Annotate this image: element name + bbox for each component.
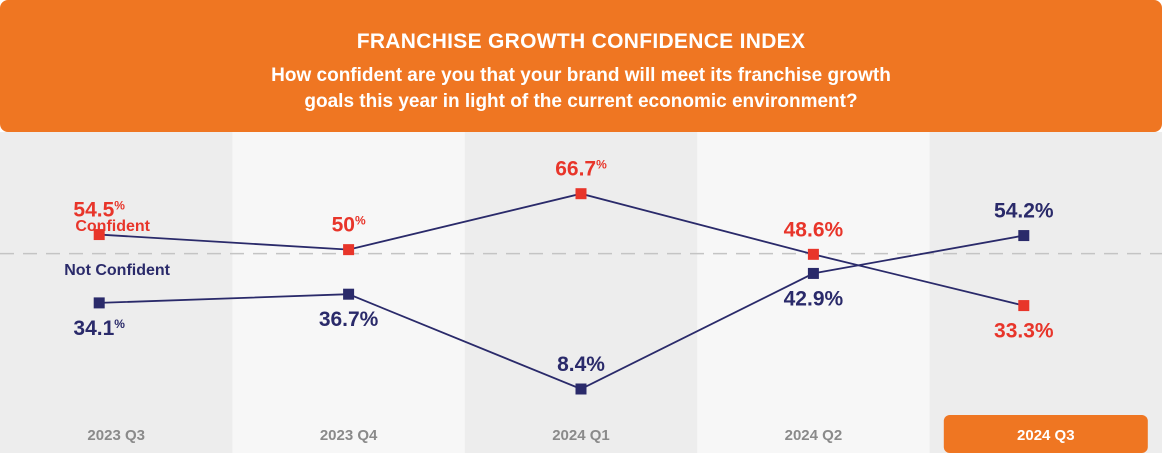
- category-label: 2024 Q2: [785, 427, 843, 444]
- chart-title: FRANCHISE GROWTH CONFIDENCE INDEX: [356, 30, 806, 53]
- data-label: 33.3%: [994, 320, 1054, 343]
- data-label: 50%: [332, 214, 366, 237]
- category-label: 2023 Q4: [320, 427, 378, 444]
- data-label: 42.9%: [784, 287, 844, 310]
- data-point: [93, 229, 105, 241]
- chart-subtitle: How confident are you that your brand wi…: [0, 63, 1162, 115]
- data-point: [1018, 300, 1030, 312]
- legend-label: Confident: [75, 218, 150, 235]
- data-point: [575, 188, 587, 200]
- data-point: [575, 383, 587, 395]
- data-label: 34.1%: [73, 317, 125, 340]
- column-band: [0, 132, 233, 453]
- line-chart: 2023 Q3 2023 Q4 2024 Q1 2024 Q2 2024 Q3 54.5%…: [0, 132, 1162, 453]
- data-point: [807, 248, 819, 260]
- data-point: [343, 288, 355, 300]
- data-label: 66.7%: [555, 158, 607, 181]
- column-band: [464, 132, 698, 453]
- data-label: 36.7%: [319, 308, 379, 331]
- data-label: 54.2%: [994, 200, 1054, 223]
- chart-subtitle-line-2: goals this year in light of the current …: [304, 91, 858, 112]
- category-label: 2024 Q1: [552, 427, 610, 444]
- data-label: 54.5%: [73, 199, 125, 222]
- chart-subtitle-line-1: How confident are you that your brand wi…: [271, 65, 891, 86]
- category-label: 2023 Q3: [87, 427, 145, 444]
- data-point: [1018, 230, 1030, 242]
- highlighted-category-pill: [943, 415, 1148, 453]
- data-point: [807, 267, 819, 279]
- data-label: 8.4%: [557, 353, 605, 376]
- legend-label: Not Confident: [64, 262, 170, 279]
- data-point: [343, 244, 355, 256]
- column-band: [929, 132, 1162, 453]
- data-point: [93, 297, 105, 309]
- column-band: [697, 132, 931, 453]
- data-label: 48.6%: [784, 218, 844, 241]
- chart-header: FRANCHISE GROWTH CONFIDENCE INDEX How co…: [0, 0, 1162, 132]
- category-label: 2024 Q3: [1017, 427, 1075, 444]
